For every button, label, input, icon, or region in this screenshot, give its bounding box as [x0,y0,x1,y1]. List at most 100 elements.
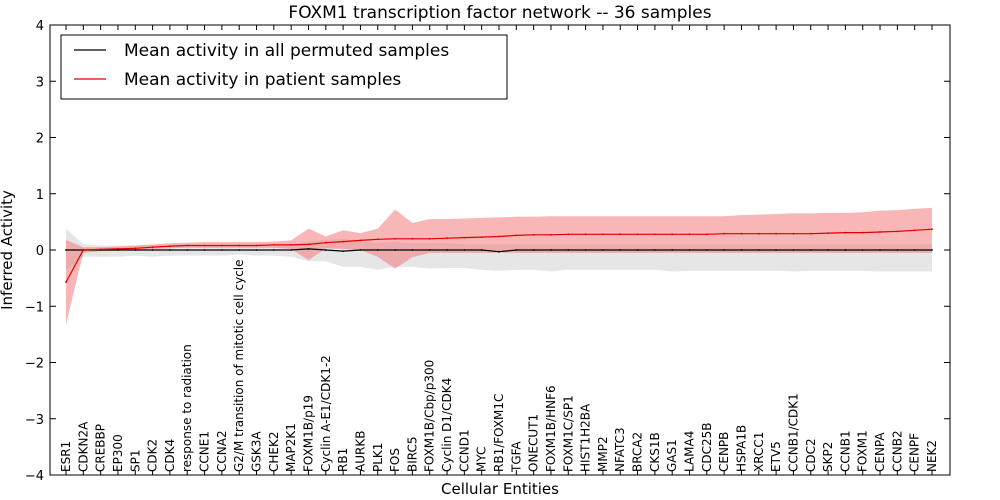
permuted-point-38 [723,249,726,251]
patient-point-40 [757,232,760,235]
x-tick-label: BRCA2 [631,432,645,472]
x-tick-label: CDKN2A [76,421,90,472]
patient-point-43 [809,232,812,235]
x-tick-label: CCNE1 [198,431,212,472]
permuted-point-37 [705,249,708,251]
x-tick-label: Cyclin D1/CDK4 [440,378,454,472]
x-tick-label: PLK1 [371,443,385,472]
x-tick-label: CCNB1 [838,430,852,472]
permuted-point-49 [913,249,916,251]
x-tick-label: SP1 [128,450,142,473]
x-tick-label: CENPA [873,432,887,472]
x-tick-label: HIST1H2BA [579,403,593,472]
patient-confidence-band [66,207,932,325]
x-tick-label: CCNB1/CDK1 [786,393,800,472]
permuted-point-39 [740,249,743,251]
x-tick-label: GAS1 [665,439,679,472]
x-tick-label: TGFA [509,441,523,473]
patient-point-46 [861,231,864,234]
legend-box [60,34,508,100]
x-tick-label: NFATC3 [613,427,627,472]
permuted-point-33 [636,249,639,251]
x-tick-label: FOXM1B/HNF6 [544,385,558,472]
patient-point-39 [740,232,743,235]
patient-point-20 [411,237,414,240]
patient-point-32 [619,233,622,236]
permuted-point-21 [428,249,431,251]
x-tick-label: MYC [475,447,489,472]
y-axis-title: Inferred Activity [0,190,16,310]
permuted-point-41 [775,249,777,251]
permuted-point-36 [688,249,691,251]
patient-point-2 [99,248,102,251]
permuted-point-50 [931,249,933,251]
permuted-point-9 [221,249,223,251]
permuted-point-8 [203,249,206,251]
x-tick-label: CCND1 [457,429,471,472]
y-tick-label: −2 [25,357,44,372]
patient-point-35 [671,233,674,236]
x-tick-label: HSPA1B [735,425,749,472]
x-tick-label: CDK4 [163,439,177,472]
x-tick-label: Cyclin A-E1/CDK1-2 [319,355,333,472]
patient-point-37 [705,233,708,236]
patient-point-28 [550,233,552,236]
patient-point-33 [636,233,639,236]
y-tick-label: 1 [36,188,44,203]
permuted-point-12 [272,249,275,251]
patient-point-48 [896,230,899,233]
x-tick-label: CCNA2 [215,430,229,472]
permuted-point-16 [342,250,344,253]
x-tick-label: LAMA4 [683,431,697,472]
patient-point-9 [221,244,223,247]
patient-point-10 [238,244,241,247]
patient-point-49 [913,229,916,232]
x-tick-label: response to radiation [180,344,194,472]
legend: Mean activity in all permuted samples Me… [60,34,508,100]
x-tick-label: G2/M transition of mitotic cell cycle [232,259,246,472]
x-tick-label: EP300 [111,434,125,472]
patient-point-7 [186,244,189,247]
patient-point-23 [463,236,466,239]
x-tick-label: RB1/FOXM1C [492,394,506,472]
x-tick-label: NEK2 [925,440,939,472]
chart-title: FOXM1 transcription factor network -- 36… [288,3,711,23]
patient-point-14 [307,243,310,246]
patient-point-31 [602,233,604,236]
patient-point-8 [203,244,206,247]
patient-point-27 [532,233,535,236]
x-tick-label: FOXM1 [856,430,870,472]
x-tick-label: ETV5 [769,441,783,472]
patient-point-45 [844,231,847,234]
x-tick-label: ESR1 [59,441,73,472]
patient-point-22 [446,237,448,240]
x-tick-label: MAP2K1 [284,423,298,472]
patient-point-30 [584,233,587,236]
y-tick-label: 2 [36,132,44,147]
permuted-point-20 [411,249,414,251]
x-tick-label: CDK2 [146,439,160,472]
permuted-point-5 [151,249,154,251]
permuted-point-4 [134,249,137,251]
permuted-point-24 [480,249,483,251]
x-tick-label: CENPF [908,433,922,472]
y-tick-label: −4 [25,469,44,484]
patient-point-0 [65,281,67,283]
plot-area [65,207,933,325]
patient-point-44 [827,232,829,235]
x-tick-label: CHEK2 [267,432,281,473]
x-tick-label: RB1 [336,448,350,472]
patient-point-38 [723,232,726,235]
patient-point-6 [169,245,171,248]
permuted-point-44 [827,249,829,251]
legend-label-permuted: Mean activity in all permuted samples [124,41,449,61]
y-tick-label: 4 [36,19,44,34]
legend-label-patient: Mean activity in patient samples [124,70,401,90]
patient-point-1 [82,249,85,251]
x-tick-label: CREBBP [94,424,108,472]
permuted-point-19 [394,249,396,251]
patient-point-50 [931,228,933,231]
permuted-point-25 [498,250,500,253]
y-tick-label: −3 [25,413,44,428]
